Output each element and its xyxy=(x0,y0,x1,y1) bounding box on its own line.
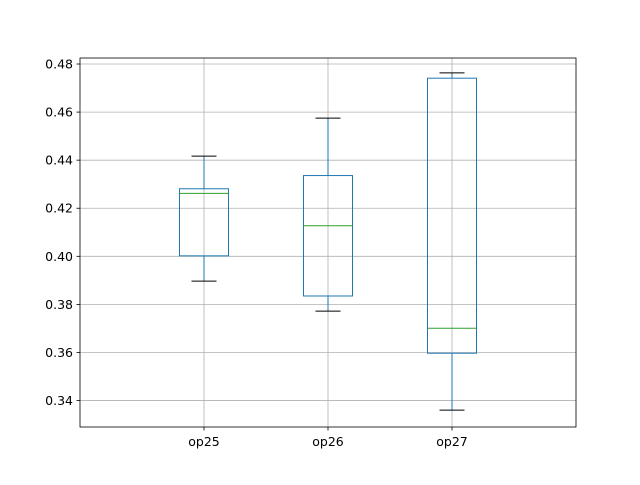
y-tick-label: 0.48 xyxy=(45,57,73,72)
x-tick-label: op27 xyxy=(436,434,468,449)
y-tick-label: 0.38 xyxy=(45,297,73,312)
y-tick-label: 0.42 xyxy=(45,201,73,216)
y-tick-label: 0.40 xyxy=(45,249,73,264)
box-op25 xyxy=(179,155,229,282)
y-tick-label: 0.46 xyxy=(45,105,73,120)
y-tick-label: 0.36 xyxy=(45,345,73,360)
iqr-box xyxy=(303,175,353,297)
grid xyxy=(80,58,576,427)
y-tick-label: 0.34 xyxy=(45,393,73,408)
iqr-box xyxy=(427,77,477,354)
x-tick-label: op25 xyxy=(188,434,220,449)
boxes xyxy=(179,72,477,411)
box-op27 xyxy=(427,72,477,411)
iqr-box xyxy=(179,188,229,257)
x-tick-label: op26 xyxy=(312,434,344,449)
y-tick-label: 0.44 xyxy=(45,153,73,168)
box-op26 xyxy=(303,117,353,312)
ticks: 0.34 0.36 0.38 0.40 0.42 0.44 0.46 0.48 op25 op26… xyxy=(45,57,468,449)
